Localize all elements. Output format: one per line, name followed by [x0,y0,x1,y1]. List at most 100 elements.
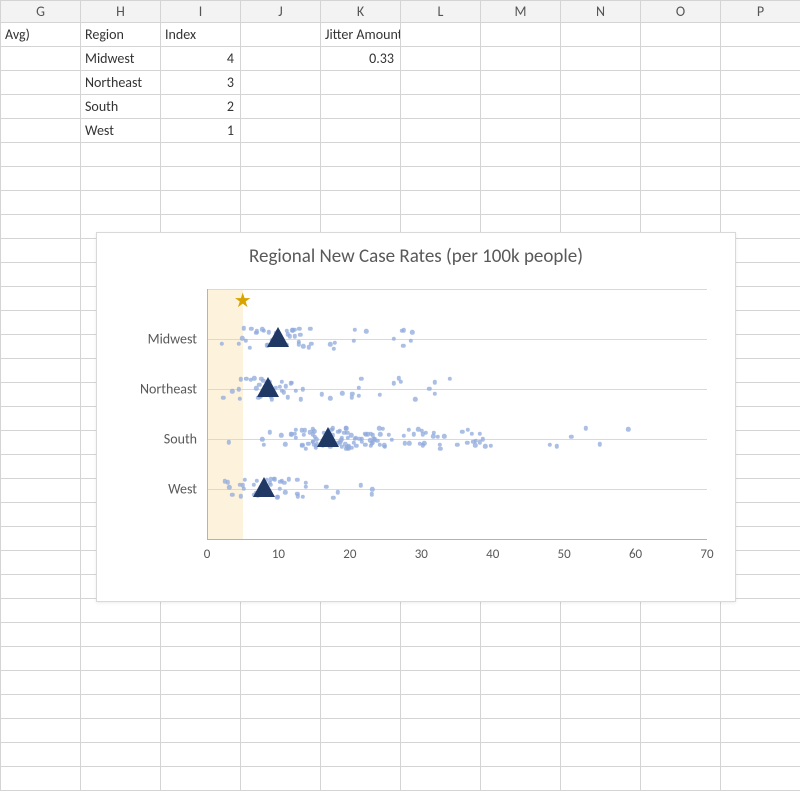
cell-J5[interactable] [241,119,321,143]
cell-N2[interactable] [561,47,641,71]
cell-I25[interactable] [161,599,241,623]
cell-P25[interactable] [721,599,800,623]
cell-N3[interactable] [561,71,641,95]
cell-K8[interactable] [321,191,401,215]
cell-I27[interactable] [161,647,241,671]
cell-O7[interactable] [641,167,721,191]
cell-M6[interactable] [481,143,561,167]
cell-N32[interactable] [561,767,641,791]
cell-H3[interactable]: Northeast [81,71,161,95]
cell-P7[interactable] [721,167,800,191]
cell-G13[interactable] [1,311,81,335]
cell-J30[interactable] [241,719,321,743]
cell-K7[interactable] [321,167,401,191]
cell-I32[interactable] [161,767,241,791]
cell-H28[interactable] [81,671,161,695]
cell-M29[interactable] [481,695,561,719]
cell-G21[interactable] [1,503,81,527]
cell-O3[interactable] [641,71,721,95]
cell-M2[interactable] [481,47,561,71]
cell-L31[interactable] [401,743,481,767]
cell-P29[interactable] [721,695,800,719]
cell-P31[interactable] [721,743,800,767]
cell-O5[interactable] [641,119,721,143]
cell-G26[interactable] [1,623,81,647]
cell-J6[interactable] [241,143,321,167]
cell-M27[interactable] [481,647,561,671]
cell-G20[interactable] [1,479,81,503]
cell-O27[interactable] [641,647,721,671]
cell-N4[interactable] [561,95,641,119]
cell-G22[interactable] [1,527,81,551]
cell-M32[interactable] [481,767,561,791]
cell-H26[interactable] [81,623,161,647]
cell-G15[interactable] [1,359,81,383]
cell-G5[interactable] [1,119,81,143]
cell-G31[interactable] [1,743,81,767]
cell-O2[interactable] [641,47,721,71]
cell-O30[interactable] [641,719,721,743]
cell-N5[interactable] [561,119,641,143]
cell-M26[interactable] [481,623,561,647]
cell-G19[interactable] [1,455,81,479]
cell-H7[interactable] [81,167,161,191]
cell-J26[interactable] [241,623,321,647]
cell-M7[interactable] [481,167,561,191]
cell-G18[interactable] [1,431,81,455]
cell-L2[interactable] [401,47,481,71]
cell-M5[interactable] [481,119,561,143]
cell-N26[interactable] [561,623,641,647]
cell-K4[interactable] [321,95,401,119]
cell-L3[interactable] [401,71,481,95]
cell-N27[interactable] [561,647,641,671]
cell-I5[interactable]: 1 [161,119,241,143]
cell-I8[interactable] [161,191,241,215]
column-header-K[interactable]: K [321,1,401,23]
cell-G2[interactable] [1,47,81,71]
cell-K2[interactable]: 0.33 [321,47,401,71]
cell-L26[interactable] [401,623,481,647]
cell-G9[interactable] [1,215,81,239]
cell-K1[interactable]: Jitter Amount [321,23,401,47]
cell-H27[interactable] [81,647,161,671]
cell-P26[interactable] [721,623,800,647]
cell-M30[interactable] [481,719,561,743]
cell-H32[interactable] [81,767,161,791]
cell-N7[interactable] [561,167,641,191]
cell-I4[interactable]: 2 [161,95,241,119]
cell-J31[interactable] [241,743,321,767]
cell-H5[interactable]: West [81,119,161,143]
cell-I31[interactable] [161,743,241,767]
cell-G27[interactable] [1,647,81,671]
column-header-M[interactable]: M [481,1,561,23]
cell-G32[interactable] [1,767,81,791]
column-header-G[interactable]: G [1,1,81,23]
cell-P1[interactable] [721,23,800,47]
cell-O29[interactable] [641,695,721,719]
cell-H30[interactable] [81,719,161,743]
cell-L7[interactable] [401,167,481,191]
cell-H8[interactable] [81,191,161,215]
cell-P2[interactable] [721,47,800,71]
cell-O25[interactable] [641,599,721,623]
cell-H29[interactable] [81,695,161,719]
cell-L8[interactable] [401,191,481,215]
column-header-P[interactable]: P [721,1,800,23]
cell-N25[interactable] [561,599,641,623]
cell-J8[interactable] [241,191,321,215]
cell-G4[interactable] [1,95,81,119]
cell-K5[interactable] [321,119,401,143]
cell-G3[interactable] [1,71,81,95]
cell-K3[interactable] [321,71,401,95]
column-header-J[interactable]: J [241,1,321,23]
cell-O26[interactable] [641,623,721,647]
cell-G11[interactable] [1,263,81,287]
cell-P6[interactable] [721,143,800,167]
cell-N30[interactable] [561,719,641,743]
cell-O32[interactable] [641,767,721,791]
cell-N29[interactable] [561,695,641,719]
cell-H1[interactable]: Region [81,23,161,47]
cell-P4[interactable] [721,95,800,119]
cell-K27[interactable] [321,647,401,671]
cell-G16[interactable] [1,383,81,407]
